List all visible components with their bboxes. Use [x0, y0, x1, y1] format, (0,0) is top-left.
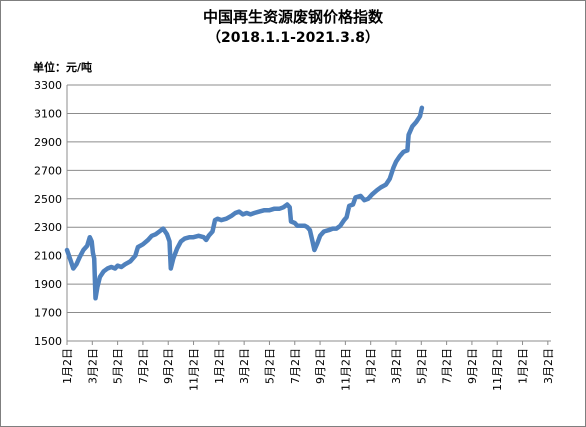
x-tick-label: 5月2日 — [112, 348, 125, 384]
chart-title: 中国再生资源废钢价格指数 — [202, 8, 383, 26]
x-tick-label: 9月2日 — [162, 348, 175, 384]
x-tick-label: 3月2日 — [86, 348, 99, 384]
y-axis-ticks: 1500 1700 1900 2100 2300 2500 2700 2900 3100 3300 — [34, 79, 62, 348]
x-tick-label: 7月2日 — [441, 348, 454, 384]
series-line-0 — [64, 105, 425, 301]
x-tick-label: 3月2日 — [390, 348, 403, 384]
x-tick-label: 9月2日 — [314, 348, 327, 384]
x-tick-label: 3月2日 — [238, 348, 251, 384]
x-axis-ticks: 1月2日 3月2日 5月2日 7月2日 9月2日 11月2日 1月2日 3月2日 5月2日 7月2… — [61, 341, 555, 391]
y-tick-label: 1900 — [34, 278, 62, 291]
y-axis-unit-label: 单位：元/吨 — [33, 61, 93, 74]
x-tick-label: 1月2日 — [61, 348, 74, 384]
y-tick-label: 2500 — [34, 193, 62, 206]
x-tick-label: 11月2日 — [339, 348, 352, 391]
y-tick-label: 3300 — [34, 79, 62, 92]
x-tick-label: 5月2日 — [263, 348, 276, 384]
x-tick-label: 5月2日 — [415, 348, 428, 384]
x-tick-label: 7月2日 — [137, 348, 150, 384]
x-tick-label: 11月2日 — [188, 348, 201, 391]
y-tick-label: 2100 — [34, 250, 62, 263]
x-tick-label: 1月2日 — [213, 348, 226, 384]
x-tick-label: 1月2日 — [517, 348, 530, 384]
x-tick-label: 3月2日 — [542, 348, 555, 384]
y-tick-label: 2300 — [34, 221, 62, 234]
plot-series — [64, 105, 425, 301]
y-tick-label: 1700 — [34, 307, 62, 320]
y-tick-label: 3100 — [34, 107, 62, 120]
x-tick-label: 11月2日 — [491, 348, 504, 391]
y-tick-label: 2700 — [34, 164, 62, 177]
y-tick-label: 1500 — [34, 335, 62, 348]
x-tick-label: 7月2日 — [289, 348, 302, 384]
gridlines — [66, 84, 551, 342]
x-tick-label: 1月2日 — [365, 348, 378, 384]
x-tick-label: 9月2日 — [466, 348, 479, 384]
chart-subtitle: （2018.1.1-2021.3.8） — [207, 30, 379, 46]
y-tick-label: 2900 — [34, 136, 62, 149]
